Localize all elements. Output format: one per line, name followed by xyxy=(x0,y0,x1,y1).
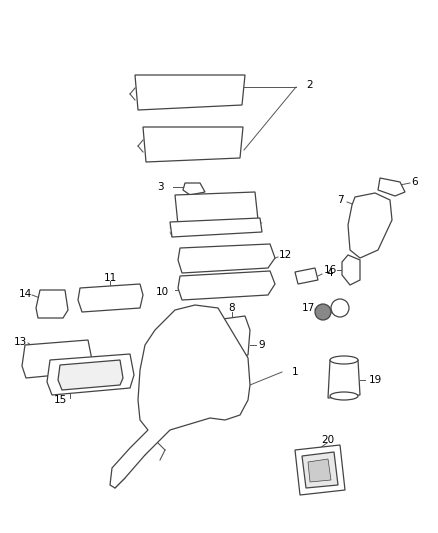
Polygon shape xyxy=(295,445,345,495)
Circle shape xyxy=(331,299,349,317)
Polygon shape xyxy=(348,193,392,258)
Polygon shape xyxy=(183,183,205,195)
Polygon shape xyxy=(175,192,258,225)
Text: 1: 1 xyxy=(292,367,298,377)
Polygon shape xyxy=(295,268,318,284)
Ellipse shape xyxy=(330,356,358,364)
Polygon shape xyxy=(58,360,123,390)
Text: 15: 15 xyxy=(53,395,67,405)
Text: 19: 19 xyxy=(368,375,381,385)
Polygon shape xyxy=(378,178,405,196)
Polygon shape xyxy=(342,255,360,285)
Text: 20: 20 xyxy=(321,435,335,445)
Ellipse shape xyxy=(330,392,358,400)
Text: 8: 8 xyxy=(229,303,235,313)
Text: 10: 10 xyxy=(155,287,169,297)
Text: 13: 13 xyxy=(14,337,27,347)
Text: 16: 16 xyxy=(323,265,337,275)
Polygon shape xyxy=(110,305,250,488)
Polygon shape xyxy=(308,459,331,482)
Polygon shape xyxy=(178,271,275,300)
Polygon shape xyxy=(47,354,134,395)
Polygon shape xyxy=(302,452,338,488)
Circle shape xyxy=(315,304,331,320)
Text: 3: 3 xyxy=(157,182,163,192)
Text: 2: 2 xyxy=(307,80,313,90)
Text: 7: 7 xyxy=(337,195,343,205)
Text: 11: 11 xyxy=(103,273,117,283)
Text: 12: 12 xyxy=(279,250,292,260)
Polygon shape xyxy=(213,316,250,360)
Polygon shape xyxy=(36,290,68,318)
Polygon shape xyxy=(143,127,243,162)
Polygon shape xyxy=(78,284,143,312)
Text: 17: 17 xyxy=(301,303,314,313)
Text: 4: 4 xyxy=(327,268,333,278)
Polygon shape xyxy=(22,340,92,378)
Text: 9: 9 xyxy=(259,340,265,350)
Text: 14: 14 xyxy=(18,289,32,299)
Polygon shape xyxy=(135,75,245,110)
Text: 6: 6 xyxy=(412,177,418,187)
Polygon shape xyxy=(178,244,275,273)
Polygon shape xyxy=(170,218,262,237)
Polygon shape xyxy=(328,360,360,398)
